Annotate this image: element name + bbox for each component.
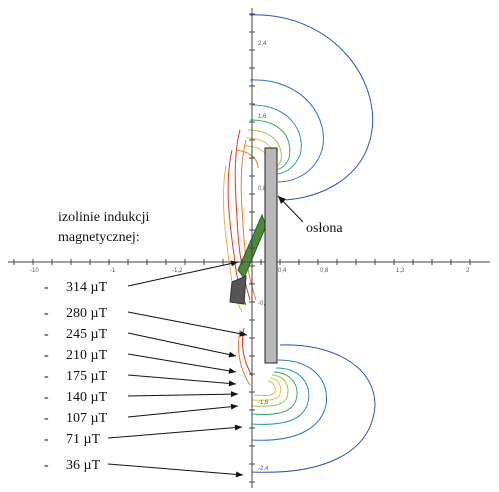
y-tick-label-3: -0,4 bbox=[258, 301, 269, 307]
isolines-lower bbox=[237, 327, 376, 473]
legend-title-line1: izolinie indukcji bbox=[58, 210, 149, 225]
x-tick-label-0: -10 bbox=[30, 268, 39, 274]
y-tick-label-4: -1,6 bbox=[258, 400, 269, 406]
x-tick-label-2: -1,2 bbox=[172, 268, 183, 274]
isoline-lower-210 bbox=[251, 377, 282, 401]
legend-arrow-line bbox=[127, 393, 239, 397]
isoline-lower-314 bbox=[241, 327, 253, 377]
isoline-lower-245 bbox=[253, 380, 276, 397]
x-axis-ticks bbox=[13, 259, 471, 265]
isoline-upper-140 bbox=[249, 119, 291, 171]
isoline-lower-175 bbox=[251, 374, 289, 407]
legend-arrow-line bbox=[107, 426, 243, 439]
legend-arrowhead bbox=[228, 351, 236, 358]
isoline-upper-71 bbox=[249, 79, 324, 183]
legend-dash: - bbox=[44, 432, 49, 447]
y-tick-label-5: -2,4 bbox=[258, 466, 269, 472]
legend-arrow-line bbox=[127, 311, 248, 336]
legend-item-label: 36 µT bbox=[66, 458, 101, 473]
isoline-lower-36 bbox=[251, 344, 376, 473]
x-tick-label-6: 2 bbox=[466, 268, 470, 274]
legend-items: - 314 µT - 280 µT - 245 µT - 210 µT - 175 µT - 140 … bbox=[44, 260, 248, 478]
legend-arrow-line bbox=[127, 261, 239, 287]
isoline-upper-36 bbox=[249, 14, 374, 201]
x-tick-label-4: 0,8 bbox=[320, 268, 329, 274]
legend-arrow-line bbox=[127, 353, 237, 373]
x-tick-label-1: -1 bbox=[110, 268, 116, 274]
legend-item-label: 245 µT bbox=[66, 327, 108, 342]
legend-dash: - bbox=[44, 390, 49, 405]
legend-arrowhead bbox=[228, 380, 236, 387]
legend-item-label: 175 µT bbox=[66, 369, 108, 384]
legend-arrowhead bbox=[228, 367, 236, 374]
isoline-lower-140 bbox=[251, 371, 298, 415]
legend-arrow-line bbox=[127, 332, 237, 357]
x-tick-label-3: 0,4 bbox=[278, 268, 287, 274]
legend-dash: - bbox=[44, 327, 49, 342]
y-axis-ticks bbox=[249, 13, 255, 483]
y-tick-label-1: 1,6 bbox=[258, 114, 267, 120]
legend-dash: - bbox=[44, 369, 49, 384]
legend-arrow-line bbox=[127, 374, 237, 385]
legend-arrowhead bbox=[230, 391, 238, 398]
legend-item-label: 71 µT bbox=[66, 432, 101, 447]
legend-arrowhead bbox=[234, 424, 242, 431]
x-tick-label-5: 1,2 bbox=[396, 268, 405, 274]
legend-arrow-line bbox=[127, 405, 239, 418]
isoline-lower-107 bbox=[251, 367, 310, 425]
y-tick-label-2: 0,8 bbox=[258, 186, 267, 192]
legend-dash: - bbox=[44, 458, 49, 473]
isoline-lower-280 bbox=[237, 329, 251, 386]
legend-item-label: 314 µT bbox=[66, 280, 108, 295]
shield-plate bbox=[264, 147, 278, 364]
y-tick-label-0: 2,4 bbox=[258, 41, 267, 47]
isoline-lower-71 bbox=[251, 359, 328, 441]
legend-item-label: 280 µT bbox=[66, 306, 108, 321]
shield-callout-arrowhead bbox=[278, 196, 286, 204]
legend-arrowhead bbox=[230, 403, 238, 410]
legend-item-label: 210 µT bbox=[66, 348, 108, 363]
isoline-inner-b bbox=[240, 139, 257, 301]
legend-arrowhead bbox=[239, 330, 247, 337]
legend-arrow-line bbox=[107, 463, 244, 476]
isoline-upper-107 bbox=[251, 104, 302, 175]
conductor-stub bbox=[229, 275, 247, 305]
legend-item-label: 140 µT bbox=[66, 390, 108, 405]
legend-title-line2: magnetycznej: bbox=[58, 230, 140, 245]
legend-dash: - bbox=[44, 306, 49, 321]
legend-dash: - bbox=[44, 348, 49, 363]
legend-dash: - bbox=[44, 411, 49, 426]
legend-arrowhead bbox=[235, 471, 243, 478]
shield-label: osłona bbox=[306, 221, 343, 236]
isoline-upper-280 bbox=[235, 149, 259, 169]
legend-dash: - bbox=[44, 280, 49, 295]
legend-item-label: 107 µT bbox=[66, 411, 108, 426]
legend-arrowhead bbox=[230, 260, 238, 267]
isolines-upper bbox=[222, 14, 374, 313]
